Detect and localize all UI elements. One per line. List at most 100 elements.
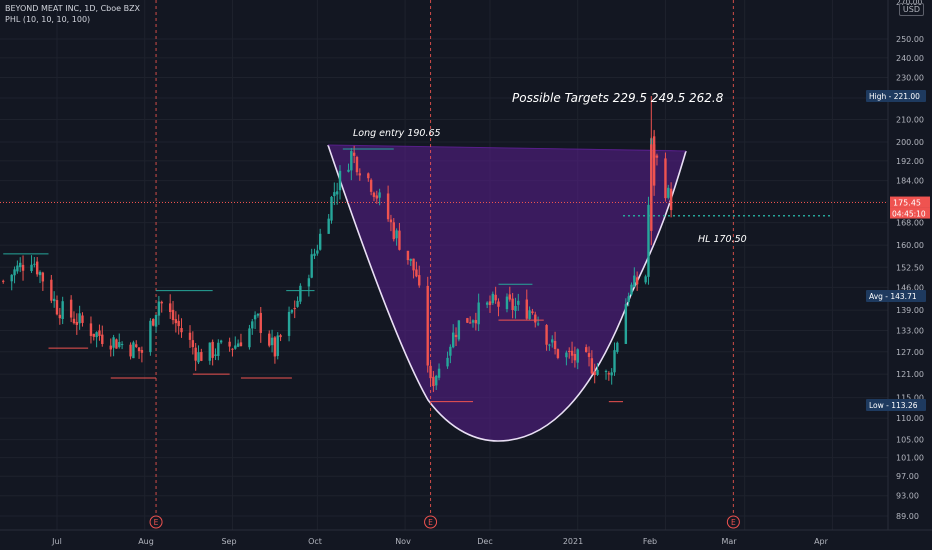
x-tick-label: Apr [814, 537, 829, 546]
candle-body [313, 253, 316, 256]
candle-body [191, 340, 195, 348]
cup-outline [327, 144, 687, 442]
candle-body [452, 332, 455, 348]
candle-body [75, 321, 79, 325]
candle-body [338, 170, 342, 191]
y-tick-label: 97.00 [896, 472, 919, 481]
candle-body [234, 345, 237, 349]
candle-body [253, 315, 257, 320]
candle-body [415, 269, 418, 277]
candle-body [664, 158, 667, 199]
candle-body [635, 277, 639, 285]
y-tick-label: 168.00 [896, 219, 924, 228]
candle-body [335, 191, 339, 195]
candle-body [610, 372, 613, 376]
y-tick-label: 160.00 [896, 241, 924, 250]
earnings-marker-circle [424, 515, 438, 529]
current-price-label: 175.45 [893, 199, 921, 208]
high-label: High - 221.00 [869, 92, 920, 101]
high-badge [866, 90, 926, 102]
candle-body [613, 350, 616, 373]
candle-body [35, 261, 39, 275]
y-tick-label: 105.00 [896, 436, 924, 445]
candle-body [10, 274, 13, 282]
candle-body [78, 313, 81, 324]
candle-body [525, 299, 528, 319]
x-tick-label: Oct [308, 537, 322, 546]
candle-body [169, 303, 172, 312]
candle-body [429, 365, 432, 379]
candle-body [214, 354, 217, 356]
candle-body [95, 332, 98, 338]
x-tick-label: Feb [643, 537, 657, 546]
candle-body [188, 332, 192, 340]
candle-body [350, 151, 353, 171]
candle-body [72, 318, 76, 324]
candle-body [98, 330, 101, 336]
earnings-marker-circle [726, 515, 740, 529]
candle-body [534, 314, 537, 323]
candle-body [517, 300, 520, 305]
candle-body [287, 311, 291, 336]
candle-body [157, 301, 161, 316]
low-badge [866, 399, 926, 411]
candle-body [149, 320, 152, 353]
candle-body [667, 187, 670, 198]
y-tick-label: 192.00 [896, 157, 924, 166]
candle-body [446, 357, 449, 367]
candle-body [358, 173, 362, 176]
candle-body [624, 304, 628, 344]
candle-body [418, 275, 421, 286]
symbol-title: BEYOND MEAT INC, 1D, Cboe BZX [5, 4, 141, 13]
candle-body [160, 301, 163, 304]
candle-body [551, 339, 554, 343]
candle-body [137, 347, 141, 352]
candle-body [81, 315, 84, 323]
candle-body [276, 335, 279, 356]
candle-body [593, 371, 596, 376]
candle-body [197, 352, 200, 363]
candle-body [208, 342, 212, 361]
y-tick-label: 210.00 [896, 116, 924, 125]
candle-body [41, 272, 45, 282]
candle-body [378, 192, 381, 198]
candle-body [505, 296, 509, 310]
candle-body [219, 340, 223, 343]
candle-body [514, 305, 517, 311]
candle-body [573, 353, 577, 361]
candle-body [16, 265, 19, 272]
candle-body [355, 157, 359, 173]
candle-body [590, 358, 594, 374]
candle-body [21, 264, 25, 271]
y-tick-label: 93.00 [896, 492, 919, 501]
candle-body [367, 173, 370, 179]
candle-body [406, 250, 410, 261]
candle-body [152, 319, 155, 326]
candle-body [511, 298, 514, 311]
candle-body [565, 352, 568, 358]
y-tick-label: 133.00 [896, 326, 924, 335]
candle-body [92, 333, 95, 337]
candle-body [627, 296, 630, 303]
candle-body [327, 218, 330, 234]
candle-body [576, 349, 579, 363]
earnings-marker-label: E [154, 518, 159, 527]
candle-body [200, 352, 203, 361]
x-tick-label: 2021 [563, 537, 583, 546]
candle-body [568, 350, 571, 352]
y-tick-label: 101.00 [896, 454, 924, 463]
targets-annotation: Possible Targets 229.5 249.5 262.8 [512, 91, 724, 105]
candle-body [177, 320, 180, 327]
candle-body [293, 308, 296, 310]
countdown-badge [890, 207, 930, 219]
currency-badge[interactable]: USD [898, 3, 924, 16]
candle-body [310, 254, 313, 278]
candle-body [545, 325, 548, 345]
candle-body [38, 271, 42, 276]
candle-body [101, 334, 104, 345]
candle-body [112, 337, 115, 348]
candle-body [50, 279, 53, 301]
low-label: Low - 113.26 [869, 401, 918, 410]
current-price-badge [890, 196, 930, 208]
